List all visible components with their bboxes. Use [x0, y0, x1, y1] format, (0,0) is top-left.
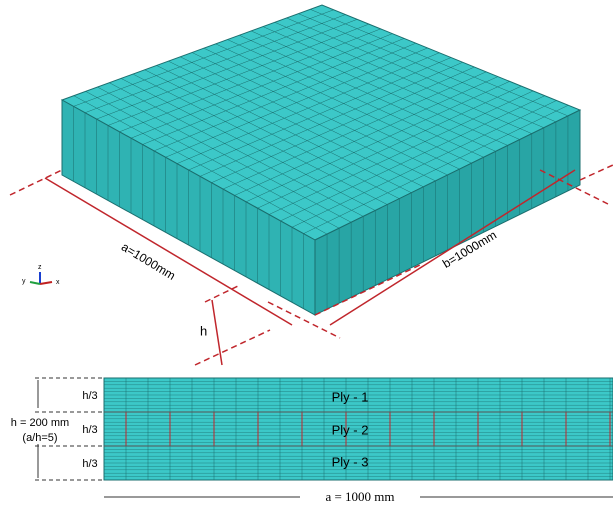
ply-label: Ply - 2: [332, 422, 369, 437]
plate-3d: [62, 5, 580, 315]
axis-y: y: [22, 278, 26, 285]
layer-label: h/3: [82, 424, 97, 436]
axis-x: x: [56, 279, 60, 286]
dim-a: a=1000mm: [119, 240, 178, 283]
axis-z: z: [38, 264, 42, 271]
dim-h: h: [200, 323, 207, 338]
ratio: (a/h=5): [22, 432, 57, 444]
ply-label: Ply - 1: [332, 389, 369, 404]
ply-label: Ply - 3: [332, 454, 369, 469]
total-thickness: h = 200 mm: [11, 417, 69, 429]
length-label: a = 1000 mm: [325, 489, 394, 504]
diagram: a=1000mm b=1000mm h z y x h = 200 mm (a/…: [0, 0, 613, 505]
layer-label: h/3: [82, 458, 97, 470]
axis-triad: z y x: [22, 264, 60, 286]
layer-label: h/3: [82, 390, 97, 402]
